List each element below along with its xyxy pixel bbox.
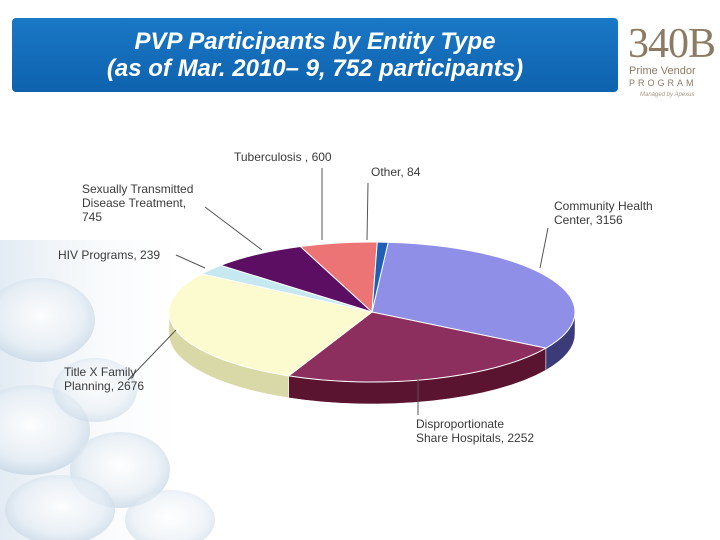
logo-line2: PROGRAM bbox=[629, 78, 697, 88]
340b-logo: 340B Prime Vendor PROGRAM Managed by Ape… bbox=[622, 20, 716, 120]
leader-line-4 bbox=[204, 206, 263, 251]
slice-label-6: Other, 84 bbox=[371, 165, 421, 179]
slice-label-3: HIV Programs, 239 bbox=[58, 248, 160, 262]
slice-label-line: HIV Programs, 239 bbox=[58, 248, 160, 262]
slice-label-line: Title X Family bbox=[64, 365, 136, 379]
title-banner: PVP Participants by Entity Type (as of M… bbox=[12, 18, 618, 92]
logo-line1: Prime Vendor bbox=[629, 65, 696, 77]
slice-label-line: Planning, 2676 bbox=[64, 379, 144, 393]
slice-label-2: Title X Family Planning, 2676 bbox=[64, 365, 144, 393]
slice-label-line: Share Hospitals, 2252 bbox=[416, 431, 534, 445]
leader-line-0 bbox=[539, 227, 549, 269]
page-subtitle: (as of Mar. 2010– 9, 752 participants) bbox=[106, 55, 524, 82]
slice-label-line: Disease Treatment, bbox=[82, 196, 186, 210]
slice-label-5: Tuberculosis , 600 bbox=[234, 150, 332, 164]
pie-slice-title-x-family-planning[interactable] bbox=[168, 273, 374, 377]
slice-label-line: Other, 84 bbox=[371, 165, 421, 179]
slice-label-1: Disproportionate Share Hospitals, 2252 bbox=[416, 417, 534, 445]
logo-line3: Managed by Apexus bbox=[640, 92, 695, 98]
logo-mark: 340B bbox=[628, 21, 716, 67]
pie-slice-community-health-center[interactable] bbox=[371, 241, 576, 349]
pie-slices bbox=[168, 241, 576, 383]
slice-label-line: Disproportionate bbox=[416, 417, 504, 431]
page-title: PVP Participants by Entity Type bbox=[134, 28, 496, 55]
slice-label-line: Center, 3156 bbox=[554, 213, 623, 227]
leader-lines bbox=[127, 168, 549, 415]
slice-label-line: Tuberculosis , 600 bbox=[234, 150, 332, 164]
leader-line-6 bbox=[366, 182, 369, 241]
pie-slice-disproportionate-share-hospitals[interactable] bbox=[287, 311, 548, 383]
slice-label-0: Community Health Center, 3156 bbox=[554, 199, 653, 227]
slice-label-line: 745 bbox=[82, 210, 102, 224]
leader-line-3 bbox=[175, 254, 206, 269]
slice-label-4: Sexually Transmitted Disease Treatment, 74… bbox=[82, 182, 193, 224]
slice-label-line: Sexually Transmitted bbox=[82, 182, 193, 196]
pie-slice-sexually-transmitted-disease-treatment[interactable] bbox=[219, 245, 373, 313]
leader-line-2 bbox=[127, 329, 177, 381]
pie-slice-other[interactable] bbox=[371, 241, 389, 313]
slice-labels: Community Health Center, 3156 Disproportio… bbox=[58, 150, 653, 445]
slice-label-line: Community Health bbox=[554, 199, 653, 213]
